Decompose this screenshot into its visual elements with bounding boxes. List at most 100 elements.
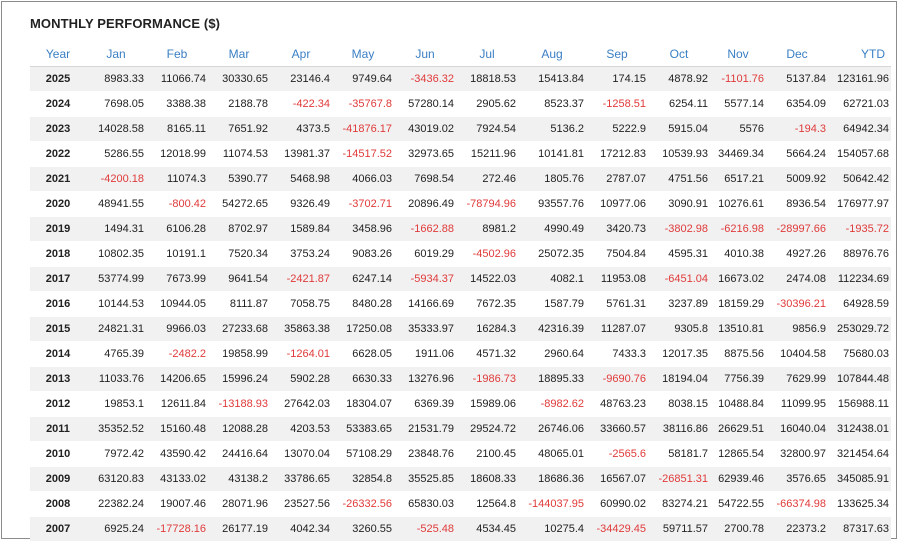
month-cell-aug: -144037.95 — [518, 491, 586, 517]
month-cell-dec: 16040.04 — [766, 416, 828, 442]
month-cell-sep: 11287.07 — [586, 316, 648, 342]
month-cell-nov: 10488.84 — [710, 391, 766, 417]
month-cell-feb: -17728.16 — [146, 516, 208, 541]
column-header-aug[interactable]: Aug — [518, 42, 586, 67]
month-cell-jul: 14522.03 — [456, 266, 518, 292]
month-cell-mar: 2188.78 — [208, 91, 270, 117]
year-cell: 2016 — [30, 291, 86, 317]
column-header-nov[interactable]: Nov — [710, 42, 766, 67]
column-header-mar[interactable]: Mar — [208, 42, 270, 67]
month-cell-feb: 9966.03 — [146, 316, 208, 342]
month-cell-feb: 10944.05 — [146, 291, 208, 317]
panel-title: MONTHLY PERFORMANCE ($) — [30, 16, 221, 31]
month-cell-feb: 15160.48 — [146, 416, 208, 442]
month-cell-may: 6628.05 — [332, 341, 394, 367]
year-cell: 2015 — [30, 316, 86, 342]
column-header-apr[interactable]: Apr — [270, 42, 332, 67]
month-cell-jun: 14166.69 — [394, 291, 456, 317]
table-row: 2022 5286.55 12018.99 11074.53 13981.37 -1451… — [30, 141, 891, 167]
month-cell-dec: 32800.97 — [766, 441, 828, 467]
month-cell-aug: 18895.33 — [518, 366, 586, 392]
month-cell-nov: -6216.98 — [710, 216, 766, 242]
month-cell-feb: 11074.3 — [146, 166, 208, 192]
month-cell-jun: 57280.14 — [394, 91, 456, 117]
month-cell-jun: 43019.02 — [394, 116, 456, 142]
month-cell-dec: 11099.95 — [766, 391, 828, 417]
month-cell-apr: 13070.04 — [270, 441, 332, 467]
month-cell-jul: 8981.2 — [456, 216, 518, 242]
month-cell-oct: 5915.04 — [648, 116, 710, 142]
month-cell-may: 3260.55 — [332, 516, 394, 541]
month-cell-jan: 53774.99 — [86, 266, 146, 292]
month-cell-jan: 1494.31 — [86, 216, 146, 242]
month-cell-jan: 22382.24 — [86, 491, 146, 517]
month-cell-mar: 24416.64 — [208, 441, 270, 467]
month-cell-aug: 42316.39 — [518, 316, 586, 342]
month-cell-mar: 5390.77 — [208, 166, 270, 192]
column-header-feb[interactable]: Feb — [146, 42, 208, 67]
month-cell-nov: 16673.02 — [710, 266, 766, 292]
year-cell: 2022 — [30, 141, 86, 167]
month-cell-jan: 35352.52 — [86, 416, 146, 442]
month-cell-jan: 10802.35 — [86, 241, 146, 267]
month-cell-feb: 43590.42 — [146, 441, 208, 467]
column-header-year[interactable]: Year — [30, 42, 86, 67]
ytd-cell: 123161.96 — [828, 66, 891, 92]
column-header-ytd[interactable]: YTD — [828, 42, 891, 67]
month-cell-jun: 23848.76 — [394, 441, 456, 467]
month-cell-dec: 4927.26 — [766, 241, 828, 267]
month-cell-jun: 7698.54 — [394, 166, 456, 192]
ytd-cell: 112234.69 — [828, 266, 891, 292]
column-header-oct[interactable]: Oct — [648, 42, 710, 67]
month-cell-jun: -1662.88 — [394, 216, 456, 242]
month-cell-jan: 14028.58 — [86, 116, 146, 142]
month-cell-jan: 11033.76 — [86, 366, 146, 392]
month-cell-nov: 26629.51 — [710, 416, 766, 442]
month-cell-feb: 43133.02 — [146, 466, 208, 492]
month-cell-jul: 16284.3 — [456, 316, 518, 342]
month-cell-dec: 5009.92 — [766, 166, 828, 192]
month-cell-jul: 4571.32 — [456, 341, 518, 367]
month-cell-jul: 15989.06 — [456, 391, 518, 417]
month-cell-nov: 12865.54 — [710, 441, 766, 467]
month-cell-jun: -525.48 — [394, 516, 456, 541]
month-cell-dec: 10404.58 — [766, 341, 828, 367]
column-header-dec[interactable]: Dec — [766, 42, 828, 67]
month-cell-nov: 10276.61 — [710, 191, 766, 217]
month-cell-nov: 8875.56 — [710, 341, 766, 367]
month-cell-jan: 4765.39 — [86, 341, 146, 367]
table-row: 2011 35352.52 15160.48 12088.28 4203.53 53383… — [30, 416, 891, 442]
column-header-jul[interactable]: Jul — [456, 42, 518, 67]
month-cell-nov: 7756.39 — [710, 366, 766, 392]
month-cell-sep: 11953.08 — [586, 266, 648, 292]
month-cell-sep: 7504.84 — [586, 241, 648, 267]
month-cell-sep: 5222.9 — [586, 116, 648, 142]
month-cell-oct: 83274.21 — [648, 491, 710, 517]
month-cell-aug: 1587.79 — [518, 291, 586, 317]
column-header-may[interactable]: May — [332, 42, 394, 67]
column-header-jun[interactable]: Jun — [394, 42, 456, 67]
year-cell: 2025 — [30, 66, 86, 92]
table-row: 2015 24821.31 9966.03 27233.68 35863.38 17250… — [30, 316, 891, 342]
ytd-cell: 312438.01 — [828, 416, 891, 442]
year-cell: 2023 — [30, 116, 86, 142]
month-cell-apr: 3753.24 — [270, 241, 332, 267]
month-cell-nov: 5577.14 — [710, 91, 766, 117]
month-cell-jun: 6019.29 — [394, 241, 456, 267]
table-row: 2019 1494.31 6106.28 8702.97 1589.84 3458.96-… — [30, 216, 891, 242]
month-cell-mar: 28071.96 — [208, 491, 270, 517]
table-row: 2025 8983.33 11066.74 30330.65 23146.4 9749.6… — [30, 66, 891, 92]
month-cell-aug: 4082.1 — [518, 266, 586, 292]
header-row: Year Jan Feb Mar Apr May Jun Jul Aug Sep Oct Nov Dec… — [30, 42, 891, 67]
month-cell-apr: 23146.4 — [270, 66, 332, 92]
table-row: 2013 11033.76 14206.65 15996.24 5902.28 6630.… — [30, 366, 891, 392]
month-cell-may: 9083.26 — [332, 241, 394, 267]
column-header-jan[interactable]: Jan — [86, 42, 146, 67]
month-cell-mar: 26177.19 — [208, 516, 270, 541]
year-cell: 2013 — [30, 366, 86, 392]
ytd-cell: 107844.48 — [828, 366, 891, 392]
month-cell-feb: 12018.99 — [146, 141, 208, 167]
column-header-sep[interactable]: Sep — [586, 42, 648, 67]
month-cell-jul: -4502.96 — [456, 241, 518, 267]
month-cell-dec: 9856.9 — [766, 316, 828, 342]
